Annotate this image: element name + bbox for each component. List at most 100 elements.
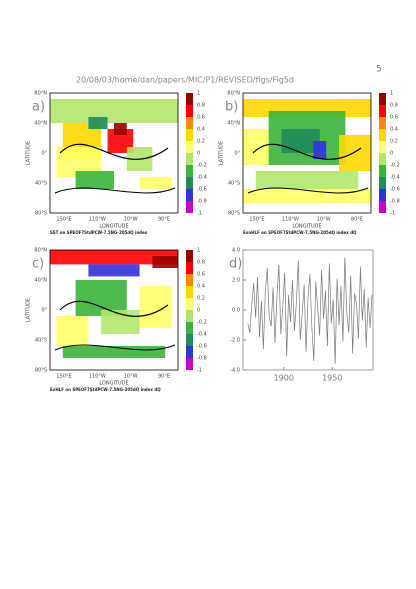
field-patch (152, 256, 178, 268)
field-patch (114, 123, 127, 135)
y-tick-label: 80°S (35, 211, 47, 217)
colorbar-label: -1 (197, 368, 202, 374)
contour (59, 143, 169, 160)
colorbar-swatch (379, 105, 386, 117)
colorbar-swatch (186, 165, 193, 177)
colorbar-label: -0.4 (390, 175, 400, 181)
map-frame (242, 92, 372, 214)
x-axis-label: LONGITUDE (292, 224, 321, 230)
colorbar-label: -0.2 (197, 320, 207, 326)
colorbar-swatch (186, 105, 193, 117)
colorbar-swatch (379, 141, 386, 153)
y-tick-label: 40°N (34, 121, 47, 127)
colorbar-label: -0.8 (197, 356, 207, 362)
colorbar-label: -0.8 (197, 199, 207, 205)
y-axis-label: LATITUDE (219, 141, 225, 165)
colorbar-label: -0.4 (197, 175, 207, 181)
field-patch (243, 129, 269, 165)
caption: SST on SPEOF7StdPCW-7.5NG-205dQ index (50, 230, 148, 235)
field-patch (56, 316, 89, 346)
y-tick-label: 80°S (35, 368, 47, 374)
colorbar-label: -0.4 (197, 332, 207, 338)
field-patch (313, 141, 327, 159)
colorbar-swatch (186, 141, 193, 153)
colorbar-swatch (186, 250, 193, 262)
y-tick-label: 0.0 (232, 308, 240, 314)
field-patch (62, 346, 166, 358)
x-tick-label: 90°E (158, 217, 170, 223)
map-frame (49, 249, 179, 371)
colorbar-label: 0 (197, 151, 200, 157)
colorbar-swatch (186, 262, 193, 274)
colorbar-label: 0.4 (197, 127, 205, 133)
map-panel: 80°N 40°N 0° 40°S 80°S 150°E 110°W 10°W 90°E LONG… (26, 91, 207, 236)
colorbar-label: -0.6 (197, 344, 207, 350)
y-tick-label: 80°N (34, 248, 47, 254)
y-tick-label: 40°N (227, 121, 240, 127)
colorbar-label: 0.6 (197, 272, 205, 278)
colorbar-swatch (186, 286, 193, 298)
colorbar-label: 0.6 (197, 115, 205, 121)
colorbar-swatch (186, 201, 193, 213)
colorbar-swatch (186, 298, 193, 310)
field-patch (75, 171, 114, 189)
y-tick-label: 40°S (228, 181, 240, 187)
colorbar-swatch (379, 117, 386, 129)
colorbar-label: -0.2 (390, 163, 400, 169)
panel-label: d) (229, 257, 242, 272)
colorbar-swatch (186, 129, 193, 141)
field-patch (88, 264, 140, 277)
x-tick-label: 10°W (317, 217, 331, 223)
colorbar-swatch (186, 177, 193, 189)
colorbar-label: -0.8 (390, 199, 400, 205)
colorbar-swatch (379, 153, 386, 165)
contour (252, 143, 362, 160)
x-tick-label: 90°E (158, 374, 170, 380)
colorbar-label: 0.8 (197, 103, 205, 109)
x-tick-label: 10°W (124, 374, 138, 380)
colorbar-swatch (379, 129, 386, 141)
x-tick-label: 10°W (124, 217, 138, 223)
colorbar-label: 0.2 (197, 296, 205, 302)
x-tick-label: 150°E (249, 217, 264, 223)
colorbar-label: -0.2 (197, 163, 207, 169)
colorbar-swatch (186, 153, 193, 165)
y-tick-label: -4.0 (230, 368, 240, 374)
map-panel: 80°N 40°N 0° 40°S 80°S 150°E 110°W 10°W 90°E LONG… (26, 248, 207, 393)
y-tick-label: 40°S (35, 181, 47, 187)
y-tick-label: 80°N (34, 91, 47, 97)
y-tick-label: 4.0 (232, 248, 240, 254)
colorbar-label: 0.4 (390, 127, 398, 133)
colorbar-swatch (379, 189, 386, 201)
field-patch (50, 99, 178, 123)
colorbar-swatch (186, 358, 193, 370)
panel-label: b) (225, 100, 238, 115)
colorbar-label: 0.6 (390, 115, 398, 121)
colorbar-label: 0.8 (197, 260, 205, 266)
colorbar-label: 1 (197, 248, 200, 254)
colorbar-swatch (186, 189, 193, 201)
x-tick-label: 1900 (274, 374, 294, 383)
y-tick-label: -2.0 (230, 338, 240, 344)
colorbar-label: 0 (197, 308, 200, 314)
contour (247, 187, 369, 194)
field-patch (50, 250, 178, 265)
y-tick-label: 0° (234, 151, 240, 157)
colorbar-swatch (379, 177, 386, 189)
series-line (247, 257, 373, 365)
field-patch (255, 171, 359, 189)
field-patch (139, 286, 172, 328)
colorbar-label: -0.6 (390, 187, 400, 193)
caption: ExHLF on SPEOF7StdPCW-7.5NG-205dQ index … (50, 387, 161, 392)
x-tick-label: 110°W (89, 374, 106, 380)
colorbar-label: 1 (197, 91, 200, 97)
colorbar-swatch (186, 322, 193, 334)
y-tick-label: 2.0 (232, 278, 240, 284)
x-tick-label: 150°E (56, 374, 71, 380)
colorbar-label: -0.6 (197, 187, 207, 193)
colorbar-swatch (379, 93, 386, 105)
x-axis-label: LONGITUDE (99, 381, 128, 387)
y-tick-label: 40°N (34, 278, 47, 284)
